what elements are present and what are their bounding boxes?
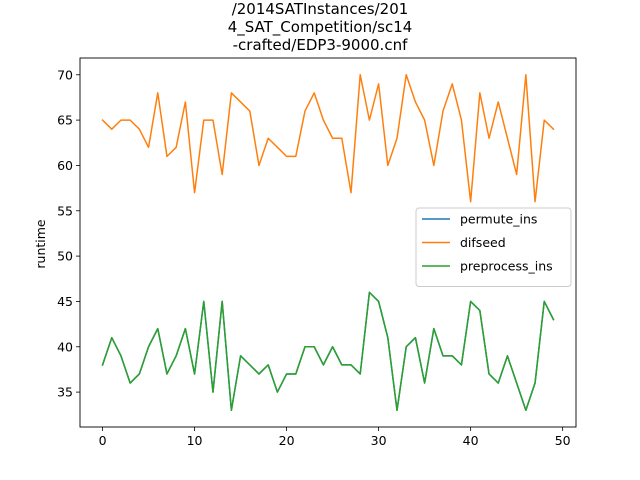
series-line-difseed (101, 74, 555, 203)
x-tick-label: 0 (99, 433, 107, 448)
y-tick-label: 40 (57, 339, 73, 354)
x-tick-label: 30 (371, 433, 387, 448)
y-axis-label: runtime (33, 219, 48, 269)
x-tick-label: 20 (279, 433, 295, 448)
legend-label-difseed: difseed (460, 235, 506, 250)
y-tick-label: 50 (57, 249, 73, 264)
title-line-2: 4_SAT_Competition/sc14 (228, 18, 413, 37)
y-tick-label: 55 (57, 203, 73, 218)
chart-title: /2014SATInstances/201 4_SAT_Competition/… (228, 0, 413, 54)
title-line-1: /2014SATInstances/201 (232, 0, 409, 18)
x-tick-label: 10 (187, 433, 203, 448)
y-tick-label: 35 (57, 385, 73, 400)
y-tick-label: 70 (57, 67, 73, 82)
series-layer (101, 74, 555, 411)
y-tick-label: 60 (57, 158, 73, 173)
series-line-preprocess-ins (101, 291, 555, 411)
legend-label-permute-ins: permute_ins (460, 212, 537, 227)
legend-box (415, 207, 572, 287)
plot-frame (79, 57, 577, 428)
y-tick-label: 65 (57, 113, 73, 128)
x-tick-label: 40 (463, 433, 479, 448)
x-axis: 0 10 20 30 40 50 (99, 427, 571, 448)
title-line-3: -crafted/EDP3-9000.cnf (233, 36, 408, 54)
legend-label-preprocess-ins: preprocess_ins (460, 259, 553, 274)
y-tick-label: 45 (57, 294, 73, 309)
x-tick-label: 50 (555, 433, 571, 448)
y-axis: 35 40 45 50 55 60 65 70 (57, 67, 80, 400)
